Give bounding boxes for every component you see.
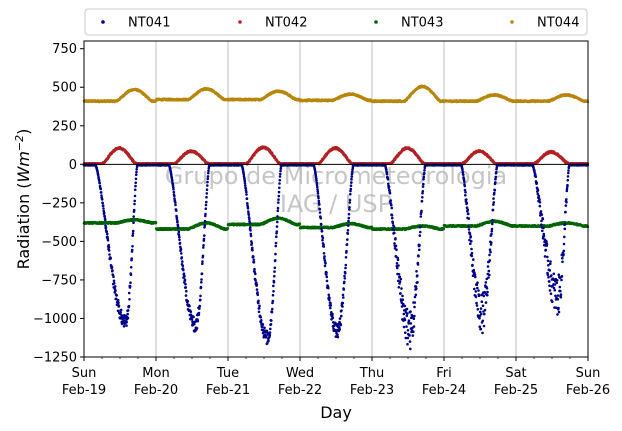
watermark-line-2: IAG / USP bbox=[280, 190, 392, 218]
point-nt043 bbox=[298, 222, 302, 225]
point-nt043 bbox=[226, 227, 230, 230]
watermark: Grupo de Micrometeorologia IAG / USP bbox=[165, 162, 507, 218]
point-nt043 bbox=[442, 227, 446, 231]
watermark-line-1: Grupo de Micrometeorologia bbox=[165, 162, 507, 190]
vertical-gridlines bbox=[155, 41, 517, 357]
series-nt044 bbox=[82, 84, 590, 104]
plot-area bbox=[84, 41, 588, 357]
point-nt043 bbox=[154, 221, 158, 224]
